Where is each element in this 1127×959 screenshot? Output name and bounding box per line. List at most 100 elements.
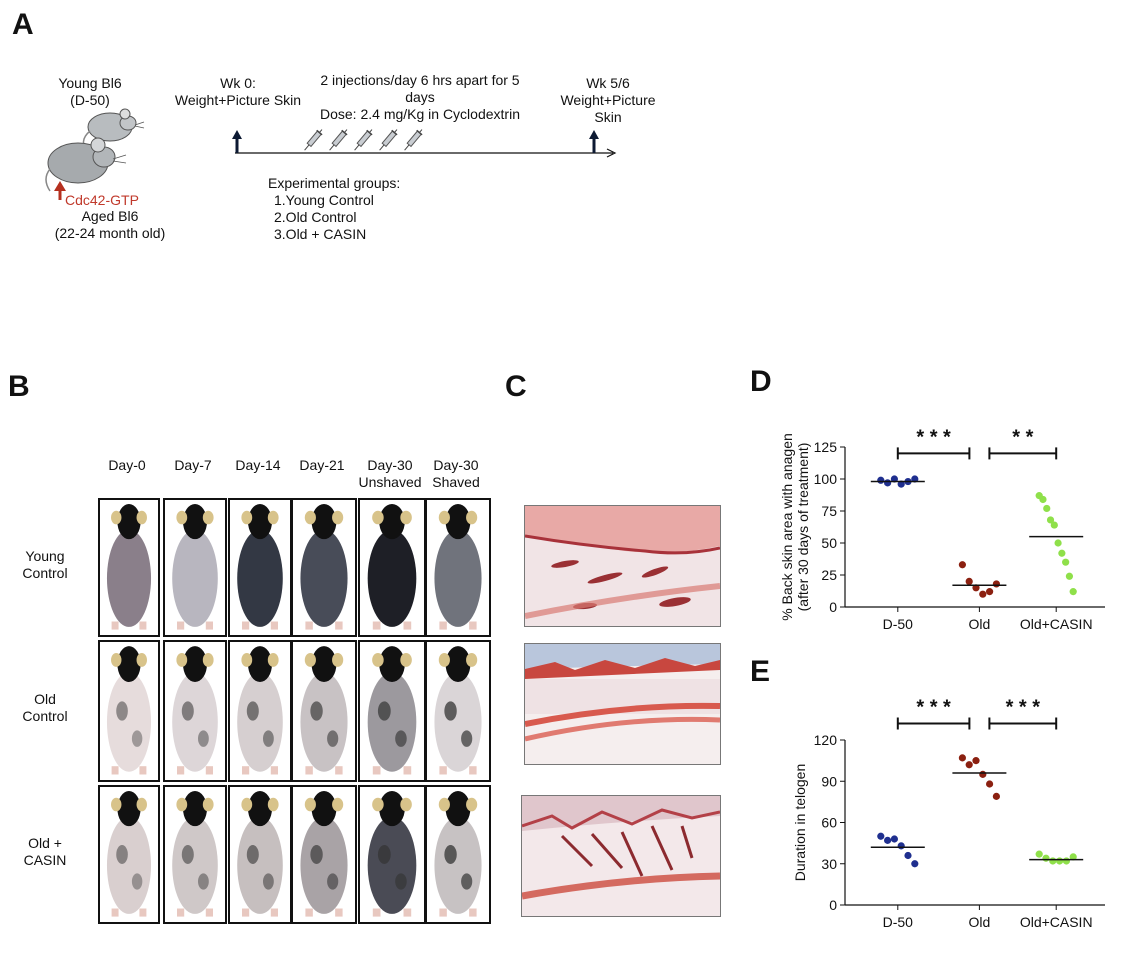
mouse-photo-image	[106, 646, 152, 775]
injection-line1: 2 injections/day 6 hrs apart for 5	[320, 72, 520, 88]
young-label-line1: Young Bl6	[58, 75, 122, 91]
data-point	[1050, 521, 1058, 529]
data-point	[1054, 539, 1062, 547]
mouse-photo	[358, 640, 426, 782]
row-label-line1: Young	[25, 547, 65, 564]
column-header-day: Day-21	[299, 457, 345, 473]
data-point	[972, 757, 980, 765]
aged-label-line1: Aged Bl6	[81, 208, 139, 224]
mouse-photo-image	[300, 646, 348, 775]
aged-label: Aged Bl6 (22-24 month old)	[30, 208, 190, 242]
aged-label-line2: (22-24 month old)	[54, 225, 166, 241]
data-point	[1042, 854, 1050, 862]
column-header: Day-0	[92, 457, 162, 474]
data-point	[904, 851, 912, 860]
experimental-groups: Experimental groups: 1.Young Control 2.O…	[268, 175, 400, 243]
panel-letter-b: B	[8, 370, 30, 403]
data-point	[979, 590, 987, 598]
column-header: Day-21	[285, 457, 359, 474]
mouse-photo-image	[237, 504, 283, 630]
y-tick-label: 75	[821, 503, 837, 519]
mouse-photo-image	[367, 504, 417, 630]
significance-label: * * *	[916, 426, 951, 448]
mouse-photo	[98, 785, 160, 924]
data-point	[1062, 857, 1070, 865]
column-header: Day-14	[222, 457, 294, 474]
x-tick-label: D-50	[883, 616, 914, 632]
up-arrow-icon	[54, 181, 66, 200]
mouse-photo	[358, 498, 426, 637]
data-point	[1035, 850, 1043, 858]
group-1: 1.Young Control	[274, 192, 374, 208]
syringe-icon	[379, 129, 398, 151]
data-point	[877, 832, 885, 840]
row-label-line2: CASIN	[23, 851, 67, 868]
data-point	[884, 836, 892, 844]
data-point	[1058, 549, 1066, 557]
mouse-photo	[163, 498, 227, 637]
histology-young-image	[525, 506, 720, 626]
y-axis-label-2: (after 30 days of treatment)	[795, 443, 811, 612]
mouse-photo	[98, 498, 160, 637]
y-tick-label: 90	[821, 773, 837, 789]
column-header: Day-30 Unshaved	[352, 457, 428, 491]
data-point	[1069, 853, 1077, 861]
data-point	[992, 580, 1000, 588]
data-point	[1056, 857, 1064, 865]
chart-e-telogen: 0 30 60 90 120 D-50 Old Old+CASIN * * * * * * Dura…	[792, 697, 1105, 930]
mouse-photo	[291, 498, 357, 637]
column-header: Day-30 Shaved	[419, 457, 493, 491]
data-point	[890, 835, 898, 843]
column-header-day: Day-0	[108, 457, 146, 473]
mouse-photo	[425, 640, 491, 782]
column-header-day: Day-30	[433, 457, 479, 473]
column-header-day: Day-14	[235, 457, 281, 473]
data-point	[911, 475, 919, 483]
wk56-line1: Wk 5/6	[586, 75, 630, 91]
histology-young	[524, 505, 721, 627]
data-point	[1062, 558, 1070, 566]
panel-letter-c: C	[505, 370, 527, 403]
mouse-photo-image	[106, 504, 152, 630]
data-point	[965, 761, 973, 769]
data-point	[1043, 504, 1051, 513]
mouse-photo-image	[106, 791, 152, 917]
column-header-day: Day-30	[367, 457, 413, 473]
syringe-icon	[354, 129, 373, 151]
data-point	[1049, 857, 1057, 865]
mouse-photo-image	[300, 504, 348, 630]
histology-old	[524, 643, 721, 765]
mouse-photo-image	[172, 504, 218, 630]
data-point	[911, 860, 919, 868]
wk56-line3: Skin	[594, 109, 622, 125]
row-label: Old Control	[10, 691, 80, 725]
mouse-photo	[291, 785, 357, 924]
x-tick-label: Old+CASIN	[1020, 616, 1093, 632]
wk56-arrow-icon	[589, 130, 599, 153]
injection-line2: days	[405, 89, 435, 105]
histology-old-image	[525, 644, 720, 764]
row-label-line2: Control	[22, 708, 68, 724]
data-point	[897, 480, 905, 488]
histology-old-casin	[521, 795, 721, 917]
injection-label: 2 injections/day 6 hrs apart for 5 days …	[295, 72, 545, 123]
data-point	[972, 584, 980, 592]
panel-letter-e: E	[750, 655, 771, 688]
mouse-photo	[228, 785, 292, 924]
panel-letter-a: A	[12, 8, 34, 41]
mouse-photo	[228, 498, 292, 637]
x-tick-label: Old	[969, 616, 991, 632]
young-label: Young Bl6 (D-50)	[30, 75, 150, 109]
column-header-sub: Unshaved	[358, 474, 422, 490]
wk56-line2: Weight+Picture	[560, 92, 656, 108]
wk0-line1: Wk 0:	[220, 75, 256, 91]
row-label: Old + CASIN	[10, 835, 80, 869]
data-point	[884, 479, 892, 487]
mouse-photo-image	[367, 646, 417, 775]
groups-title: Experimental groups:	[268, 175, 401, 191]
column-header: Day-7	[157, 457, 229, 474]
significance-label: * *	[1012, 426, 1033, 448]
data-point	[992, 792, 1000, 800]
mouse-photo-image	[237, 646, 283, 775]
syringe-icons	[304, 129, 423, 151]
